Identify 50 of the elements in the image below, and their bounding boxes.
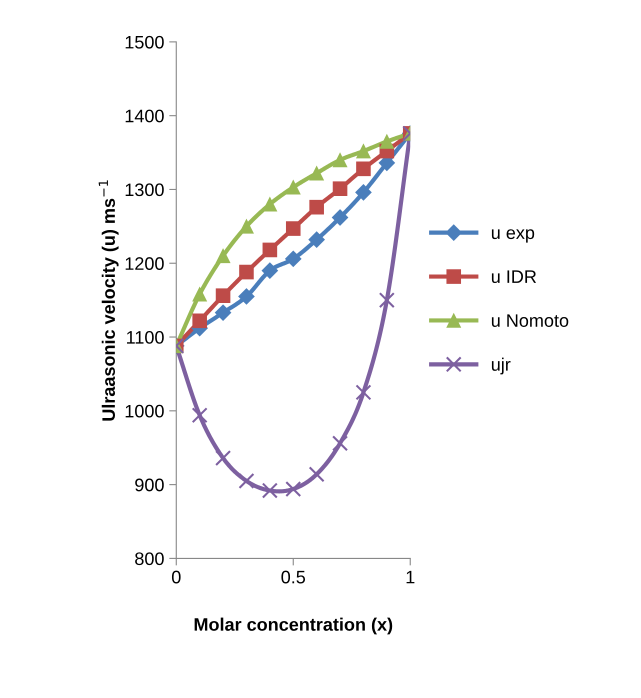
point [356, 162, 371, 176]
y-tick-label: 1000 [126, 404, 164, 418]
legend-label: ujr [492, 358, 511, 374]
y-tick-label: 1300 [126, 183, 164, 196]
x-tick-label: 1 [406, 570, 414, 584]
y-tick-label: 1500 [126, 36, 164, 49]
point [262, 262, 278, 279]
point [216, 248, 230, 264]
x-axis-title: Molar concentration (x) [194, 618, 392, 634]
point [239, 219, 254, 234]
legend-label: u Nomoto [492, 314, 568, 327]
point [332, 181, 348, 196]
point [238, 288, 255, 305]
point [262, 482, 278, 499]
point [309, 166, 324, 181]
point [239, 264, 254, 280]
point [214, 304, 232, 321]
point [332, 209, 348, 226]
point [355, 184, 372, 201]
legend-label: u IDR [492, 270, 536, 284]
y-axis-title: Ulraasonic velocity (u) ms$^{−1}$ [98, 180, 119, 421]
point [332, 152, 348, 168]
y-tick-label: 900 [135, 478, 164, 492]
point [308, 231, 325, 248]
point [308, 466, 325, 482]
y-tick-label: 1100 [127, 330, 164, 344]
y-tick-label: 1400 [126, 110, 164, 122]
point [356, 144, 371, 158]
x-tick-label: 0.5 [281, 570, 306, 584]
point [192, 407, 208, 424]
legend-label: u exp [492, 229, 534, 243]
point [378, 292, 395, 308]
point [285, 481, 302, 498]
point [262, 242, 278, 258]
y-tick-label: 1200 [126, 257, 164, 270]
point [215, 450, 232, 466]
point [262, 196, 278, 212]
x-tick-label: 0 [172, 570, 181, 584]
point [309, 200, 324, 214]
point [355, 384, 372, 400]
point [192, 286, 207, 302]
point [332, 435, 348, 452]
point [380, 134, 394, 149]
point [286, 221, 301, 236]
y-tick-label: 800 [135, 552, 164, 566]
point [238, 472, 254, 489]
point [192, 314, 207, 328]
point [286, 180, 301, 195]
point [216, 288, 230, 304]
point [285, 250, 302, 268]
